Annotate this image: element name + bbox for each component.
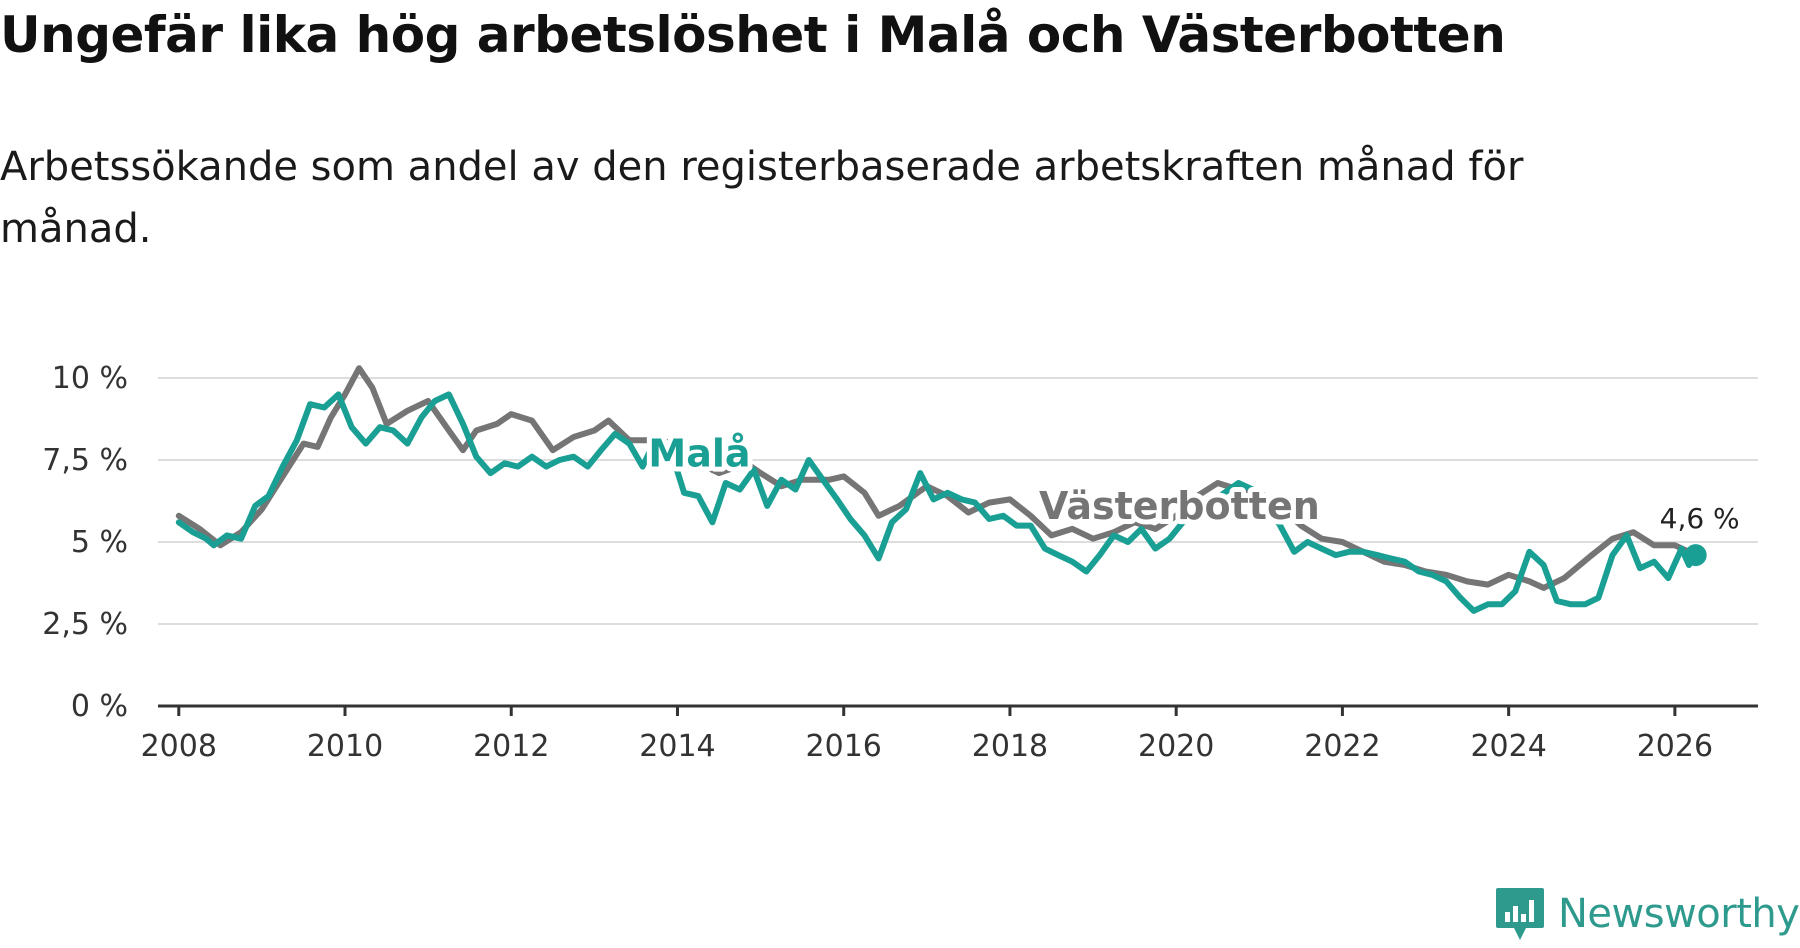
x-tick-label: 2026 bbox=[1637, 729, 1713, 764]
chart-title: Ungefär lika hög arbetslöshet i Malå och… bbox=[0, 6, 1506, 64]
x-tick-label: 2010 bbox=[307, 729, 383, 764]
series-lines bbox=[175, 365, 1699, 614]
gridlines bbox=[158, 377, 1758, 625]
y-axis-ticks: 0 % 2,5 % 5 % 7,5 % 10 % bbox=[42, 361, 128, 724]
end-point-marker bbox=[1684, 544, 1707, 567]
series-label-mala: Malå bbox=[648, 432, 750, 476]
x-tick-label: 2024 bbox=[1470, 729, 1546, 764]
x-tick-label: 2014 bbox=[639, 729, 715, 764]
x-axis-ticks: 2008 2010 2012 2014 2016 2018 2020 2022 2024 2026 bbox=[141, 704, 1758, 764]
y-tick-label: 5 % bbox=[71, 525, 128, 560]
y-tick-label: 2,5 % bbox=[42, 607, 128, 642]
newsworthy-brand[interactable]: Newsworthy bbox=[1494, 886, 1800, 942]
x-tick-label: 2012 bbox=[473, 729, 549, 764]
y-tick-label: 0 % bbox=[71, 689, 128, 724]
end-value-label: 4,6 % bbox=[1660, 502, 1740, 535]
x-tick-label: 2008 bbox=[141, 729, 217, 764]
series-label-vasterbotten: Västerbotten bbox=[1039, 484, 1320, 528]
series-labels: Västerbotten Malå 4,6 % bbox=[643, 427, 1743, 567]
x-tick-label: 2020 bbox=[1138, 729, 1214, 764]
x-tick-label: 2018 bbox=[972, 729, 1048, 764]
x-tick-label: 2016 bbox=[806, 729, 882, 764]
y-tick-label: 7,5 % bbox=[42, 443, 128, 478]
chart-subtitle: Arbetssökande som andel av den registerb… bbox=[0, 144, 1524, 252]
series-line-västerbotten bbox=[175, 365, 1692, 591]
newsworthy-logo-icon bbox=[1496, 888, 1544, 940]
y-tick-label: 10 % bbox=[52, 361, 128, 396]
x-tick-label: 2022 bbox=[1304, 729, 1380, 764]
series-line-malå bbox=[175, 391, 1699, 614]
brand-name: Newsworthy bbox=[1558, 891, 1800, 937]
